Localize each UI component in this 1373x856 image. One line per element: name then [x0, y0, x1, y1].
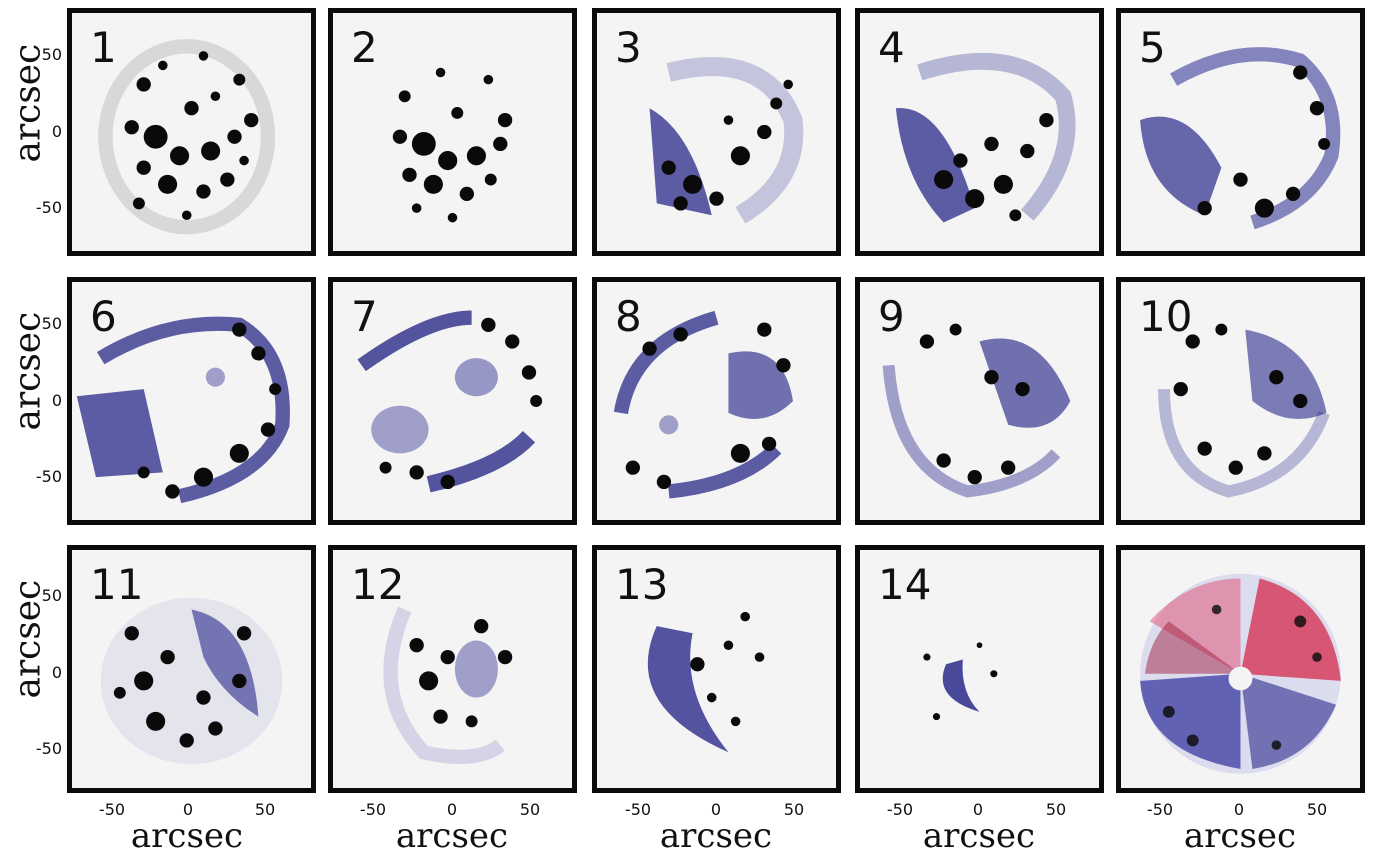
- panel-12-image: [383, 606, 513, 765]
- panel-7-image: [357, 310, 543, 493]
- panel-12-number: 12: [351, 560, 405, 609]
- panel-6-number: 6: [90, 292, 117, 341]
- ytick-r2-neg50: -50: [35, 467, 62, 486]
- panel-4-image: [895, 53, 1076, 223]
- xtick-c3-50: 50: [783, 800, 805, 819]
- panel-composite-image: [1140, 573, 1341, 774]
- panel-3-image: [649, 57, 804, 224]
- panel-9-image: [882, 323, 1071, 498]
- panel-3: 3: [592, 8, 841, 256]
- xtick-c2-neg50: -50: [359, 800, 387, 819]
- panel-8-number: 8: [615, 292, 642, 341]
- panel-2-image: [392, 67, 513, 223]
- panel-10: 10: [1116, 277, 1365, 525]
- panel-1-image: [98, 39, 276, 235]
- xtick-c4-neg50: -50: [886, 800, 914, 819]
- panel-9-number: 9: [878, 292, 905, 341]
- xtick-c5-neg50: -50: [1146, 800, 1174, 819]
- panel-5-number: 5: [1139, 23, 1166, 72]
- panel-1: 1: [67, 8, 316, 256]
- panel-11-image: [100, 597, 283, 765]
- x-axis-label-col-5: arcsec: [1183, 816, 1297, 856]
- panel-13-number: 13: [615, 560, 669, 609]
- panel-6: 6: [67, 277, 316, 525]
- panel-3-number: 3: [615, 23, 642, 72]
- panel-composite: [1116, 545, 1365, 793]
- panel-5-image: [1140, 47, 1341, 230]
- x-axis-label-col-2: arcsec: [395, 816, 509, 856]
- panel-14: 14: [855, 545, 1104, 793]
- panel-2-number: 2: [351, 23, 378, 72]
- panel-7-number: 7: [351, 292, 378, 341]
- panel-11: 11: [67, 545, 316, 793]
- ytick-r1-50: 50: [41, 45, 62, 64]
- panel-14-number: 14: [878, 560, 932, 609]
- xtick-c1-neg50: -50: [98, 800, 126, 819]
- x-axis-label-col-4: arcsec: [922, 816, 1036, 856]
- xtick-c1-50: 50: [254, 800, 276, 819]
- ytick-r1-neg50: -50: [35, 198, 62, 217]
- panel-11-number: 11: [90, 560, 144, 609]
- ytick-r2-0: 0: [51, 391, 62, 410]
- ytick-r2-50: 50: [41, 314, 62, 333]
- xtick-c4-50: 50: [1045, 800, 1067, 819]
- panel-4-number: 4: [878, 23, 905, 72]
- xtick-c2-50: 50: [519, 800, 541, 819]
- ytick-r3-50: 50: [41, 586, 62, 605]
- panel-13: 13: [592, 545, 841, 793]
- ytick-r3-neg50: -50: [35, 739, 62, 758]
- panel-6-image: [76, 316, 290, 504]
- panel-2: 2: [328, 8, 577, 256]
- panel-9: 9: [855, 277, 1104, 525]
- panel-8-image: [613, 310, 793, 499]
- xtick-c1-0: 0: [182, 800, 194, 819]
- xtick-c3-neg50: -50: [624, 800, 652, 819]
- xtick-c5-0: 0: [1233, 800, 1245, 819]
- x-axis-label-col-1: arcsec: [130, 816, 244, 856]
- xtick-c4-0: 0: [972, 800, 984, 819]
- panel-13-image: [647, 611, 765, 753]
- panel-1-number: 1: [90, 23, 117, 72]
- panel-12: 12: [328, 545, 577, 793]
- ytick-r3-0: 0: [51, 663, 62, 682]
- panel-7: 7: [328, 277, 577, 525]
- xtick-c2-0: 0: [446, 800, 458, 819]
- panel-8: 8: [592, 277, 841, 525]
- ytick-r1-0: 0: [51, 122, 62, 141]
- panel-4: 4: [855, 8, 1104, 256]
- panel-14-image: [923, 642, 998, 721]
- xtick-c5-50: 50: [1306, 800, 1328, 819]
- panel-10-number: 10: [1139, 292, 1193, 341]
- xtick-c3-0: 0: [710, 800, 722, 819]
- panel-10-image: [1158, 323, 1330, 498]
- x-axis-label-col-3: arcsec: [659, 816, 773, 856]
- panel-5: 5: [1116, 8, 1365, 256]
